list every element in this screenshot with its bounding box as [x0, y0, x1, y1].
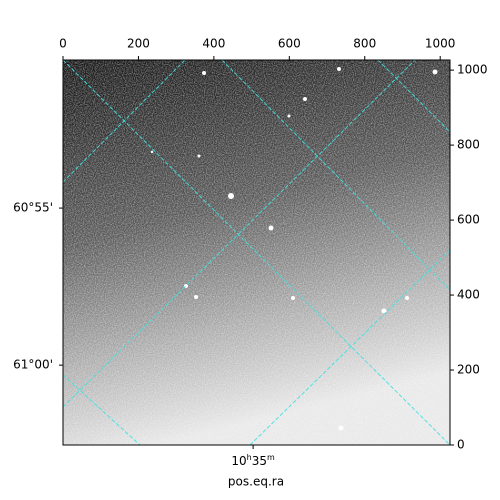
top-tick-label: 0 [59, 37, 67, 51]
top-tick-label: 1000 [425, 37, 456, 51]
right-tick-label: 400 [457, 288, 480, 302]
top-tick-label: 800 [353, 37, 376, 51]
bottom-tick-label: 10h35m [231, 453, 275, 468]
x-axis-label: pos.eq.ra [228, 475, 284, 489]
right-tick-label: 600 [457, 213, 480, 227]
plot-frame [62, 59, 451, 446]
top-tick-label: 200 [127, 37, 150, 51]
left-tick-label: 61°00' [13, 358, 53, 372]
right-tick-label: 200 [457, 363, 480, 377]
left-tick-label: 60°55' [13, 201, 53, 215]
right-tick-label: 0 [457, 438, 465, 452]
right-tick-label: 1000 [457, 63, 488, 77]
coordinate-grid [63, 60, 450, 445]
top-tick-label: 600 [278, 37, 301, 51]
top-tick-label: 400 [202, 37, 225, 51]
right-tick-label: 800 [457, 138, 480, 152]
